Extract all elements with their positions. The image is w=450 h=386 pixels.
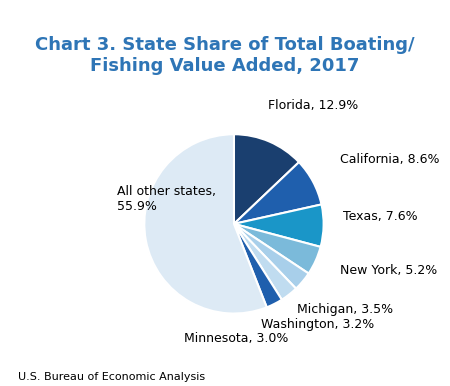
Wedge shape (234, 224, 309, 289)
Text: New York, 5.2%: New York, 5.2% (340, 264, 437, 277)
Text: Texas, 7.6%: Texas, 7.6% (343, 210, 418, 223)
Text: All other states,
55.9%: All other states, 55.9% (117, 185, 216, 213)
Text: Minnesota, 3.0%: Minnesota, 3.0% (184, 332, 288, 345)
Text: Washington, 3.2%: Washington, 3.2% (261, 318, 374, 331)
Text: U.S. Bureau of Economic Analysis: U.S. Bureau of Economic Analysis (18, 372, 205, 382)
Wedge shape (234, 205, 324, 247)
Text: Michigan, 3.5%: Michigan, 3.5% (297, 303, 393, 315)
Wedge shape (234, 224, 320, 274)
Text: Florida, 12.9%: Florida, 12.9% (268, 99, 358, 112)
Wedge shape (234, 162, 321, 224)
Title: Chart 3. State Share of Total Boating/
Fishing Value Added, 2017: Chart 3. State Share of Total Boating/ F… (35, 36, 415, 75)
Wedge shape (144, 134, 267, 313)
Text: California, 8.6%: California, 8.6% (340, 153, 439, 166)
Wedge shape (234, 134, 299, 224)
Wedge shape (234, 224, 296, 300)
Wedge shape (234, 224, 282, 307)
